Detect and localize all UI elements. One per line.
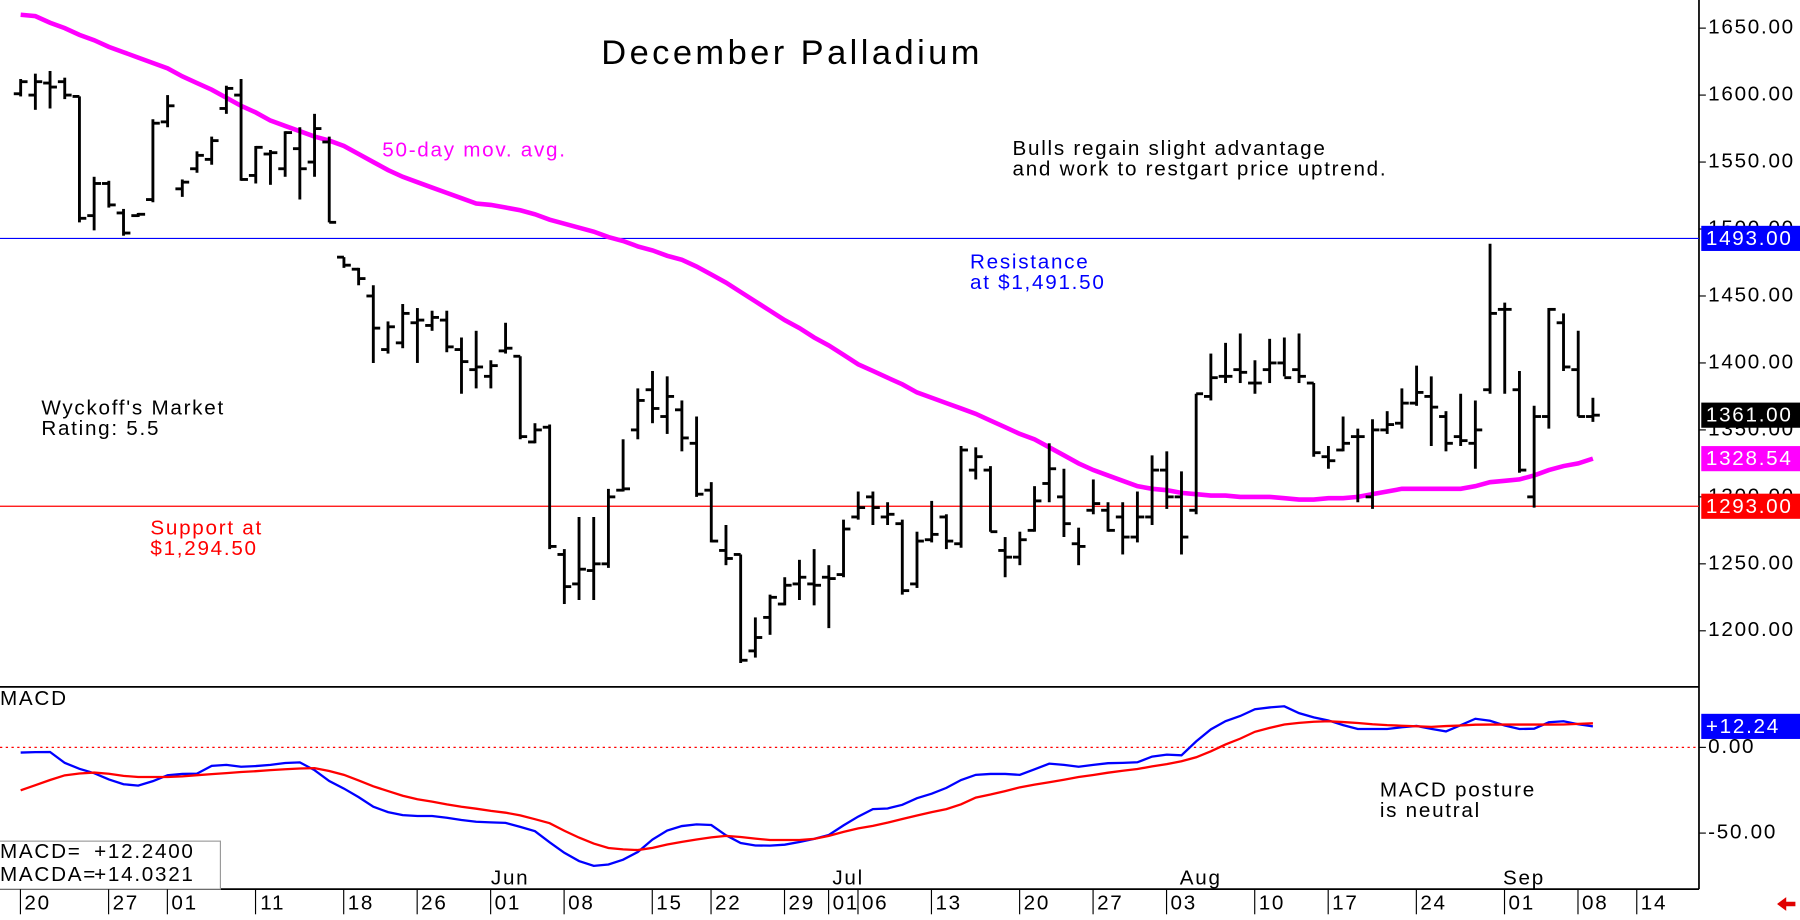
- x-tick-label: 29: [789, 891, 815, 914]
- macd-line: [20, 720, 1593, 852]
- macd-title: MACD: [0, 687, 68, 710]
- x-tick-label: 08: [568, 891, 594, 914]
- x-tick-label: 15: [656, 891, 682, 914]
- level-tag: [1701, 493, 1800, 519]
- rating-note: Wyckoff's Market: [41, 397, 225, 420]
- x-tick-label: 22: [715, 891, 741, 914]
- x-tick-label: 01: [1509, 891, 1535, 914]
- macd-note: MACD posture: [1380, 778, 1536, 801]
- y-tick-label: 1400.00: [1708, 350, 1795, 373]
- support-note: Support at: [150, 517, 263, 540]
- x-tick-label: 11: [260, 891, 285, 914]
- readout-value: +12.2400: [94, 840, 195, 863]
- support-note: $1,294.50: [150, 537, 257, 560]
- headline: and work to restgart price uptrend.: [1013, 158, 1388, 181]
- y-tick-label: -50.00: [1708, 821, 1777, 844]
- resistance-note: at $1,491.50: [970, 271, 1106, 294]
- x-tick-label: 13: [935, 891, 961, 914]
- x-tick-label: 06: [862, 891, 888, 914]
- x-tick-label: 01: [495, 891, 521, 914]
- x-tick-label: 01: [171, 891, 197, 914]
- y-tick-label: 1650.00: [1708, 16, 1795, 39]
- macd-note: is neutral: [1380, 799, 1481, 822]
- resistance-note: Resistance: [970, 250, 1089, 273]
- y-tick-label: 1200.00: [1708, 618, 1795, 641]
- x-tick-label: 26: [421, 891, 447, 914]
- headline: Bulls regain slight advantage: [1013, 137, 1327, 160]
- macd-tag: [1701, 713, 1800, 739]
- ma-tag: [1701, 446, 1800, 472]
- x-tick-label: 20: [1024, 891, 1050, 914]
- x-tick-label: 18: [348, 891, 374, 914]
- level-tag: [1701, 225, 1800, 251]
- x-tick-label: 20: [24, 891, 50, 914]
- y-tick-label: 1250.00: [1708, 551, 1795, 574]
- macd-tag-label: +12.24: [1706, 715, 1780, 738]
- rating-note: Rating: 5.5: [41, 417, 160, 440]
- x-tick-label: 08: [1582, 891, 1608, 914]
- y-tick-label: 1450.00: [1708, 283, 1795, 306]
- last-close-label: 1361.00: [1706, 404, 1793, 427]
- readout-box: [0, 840, 221, 890]
- moving-average: [20, 12, 1594, 502]
- level-tag-label: 1293.00: [1706, 495, 1793, 518]
- x-month-label: Sep: [1503, 866, 1545, 889]
- readout-value: +14.0321: [94, 863, 195, 886]
- x-tick-label: 14: [1641, 891, 1667, 914]
- y-tick-label: 1550.00: [1708, 150, 1795, 173]
- y-tick-label: 1600.00: [1708, 83, 1795, 106]
- x-tick-label: 27: [113, 891, 139, 914]
- y-tick-label: 0.00: [1708, 735, 1755, 758]
- x-tick-label: 17: [1332, 891, 1358, 914]
- x-month-label: Jun: [491, 866, 529, 889]
- last-close-tag: [1701, 402, 1800, 428]
- x-month-label: Aug: [1180, 866, 1222, 889]
- chart-title: December Palladium: [601, 34, 983, 72]
- x-tick-label: 01: [833, 891, 859, 914]
- x-tick-label: 24: [1420, 891, 1446, 914]
- readout-label: MACD=: [0, 840, 81, 863]
- x-tick-label: 27: [1097, 891, 1123, 914]
- level-tag-label: 1493.00: [1706, 227, 1793, 250]
- ma-label: 50-day mov. avg.: [382, 138, 566, 161]
- ma-tag-label: 1328.54: [1706, 447, 1793, 470]
- readout-label: MACDA=: [0, 863, 97, 886]
- x-tick-label: 03: [1171, 891, 1197, 914]
- x-tick-label: 10: [1259, 891, 1285, 914]
- x-month-label: Jul: [832, 866, 864, 889]
